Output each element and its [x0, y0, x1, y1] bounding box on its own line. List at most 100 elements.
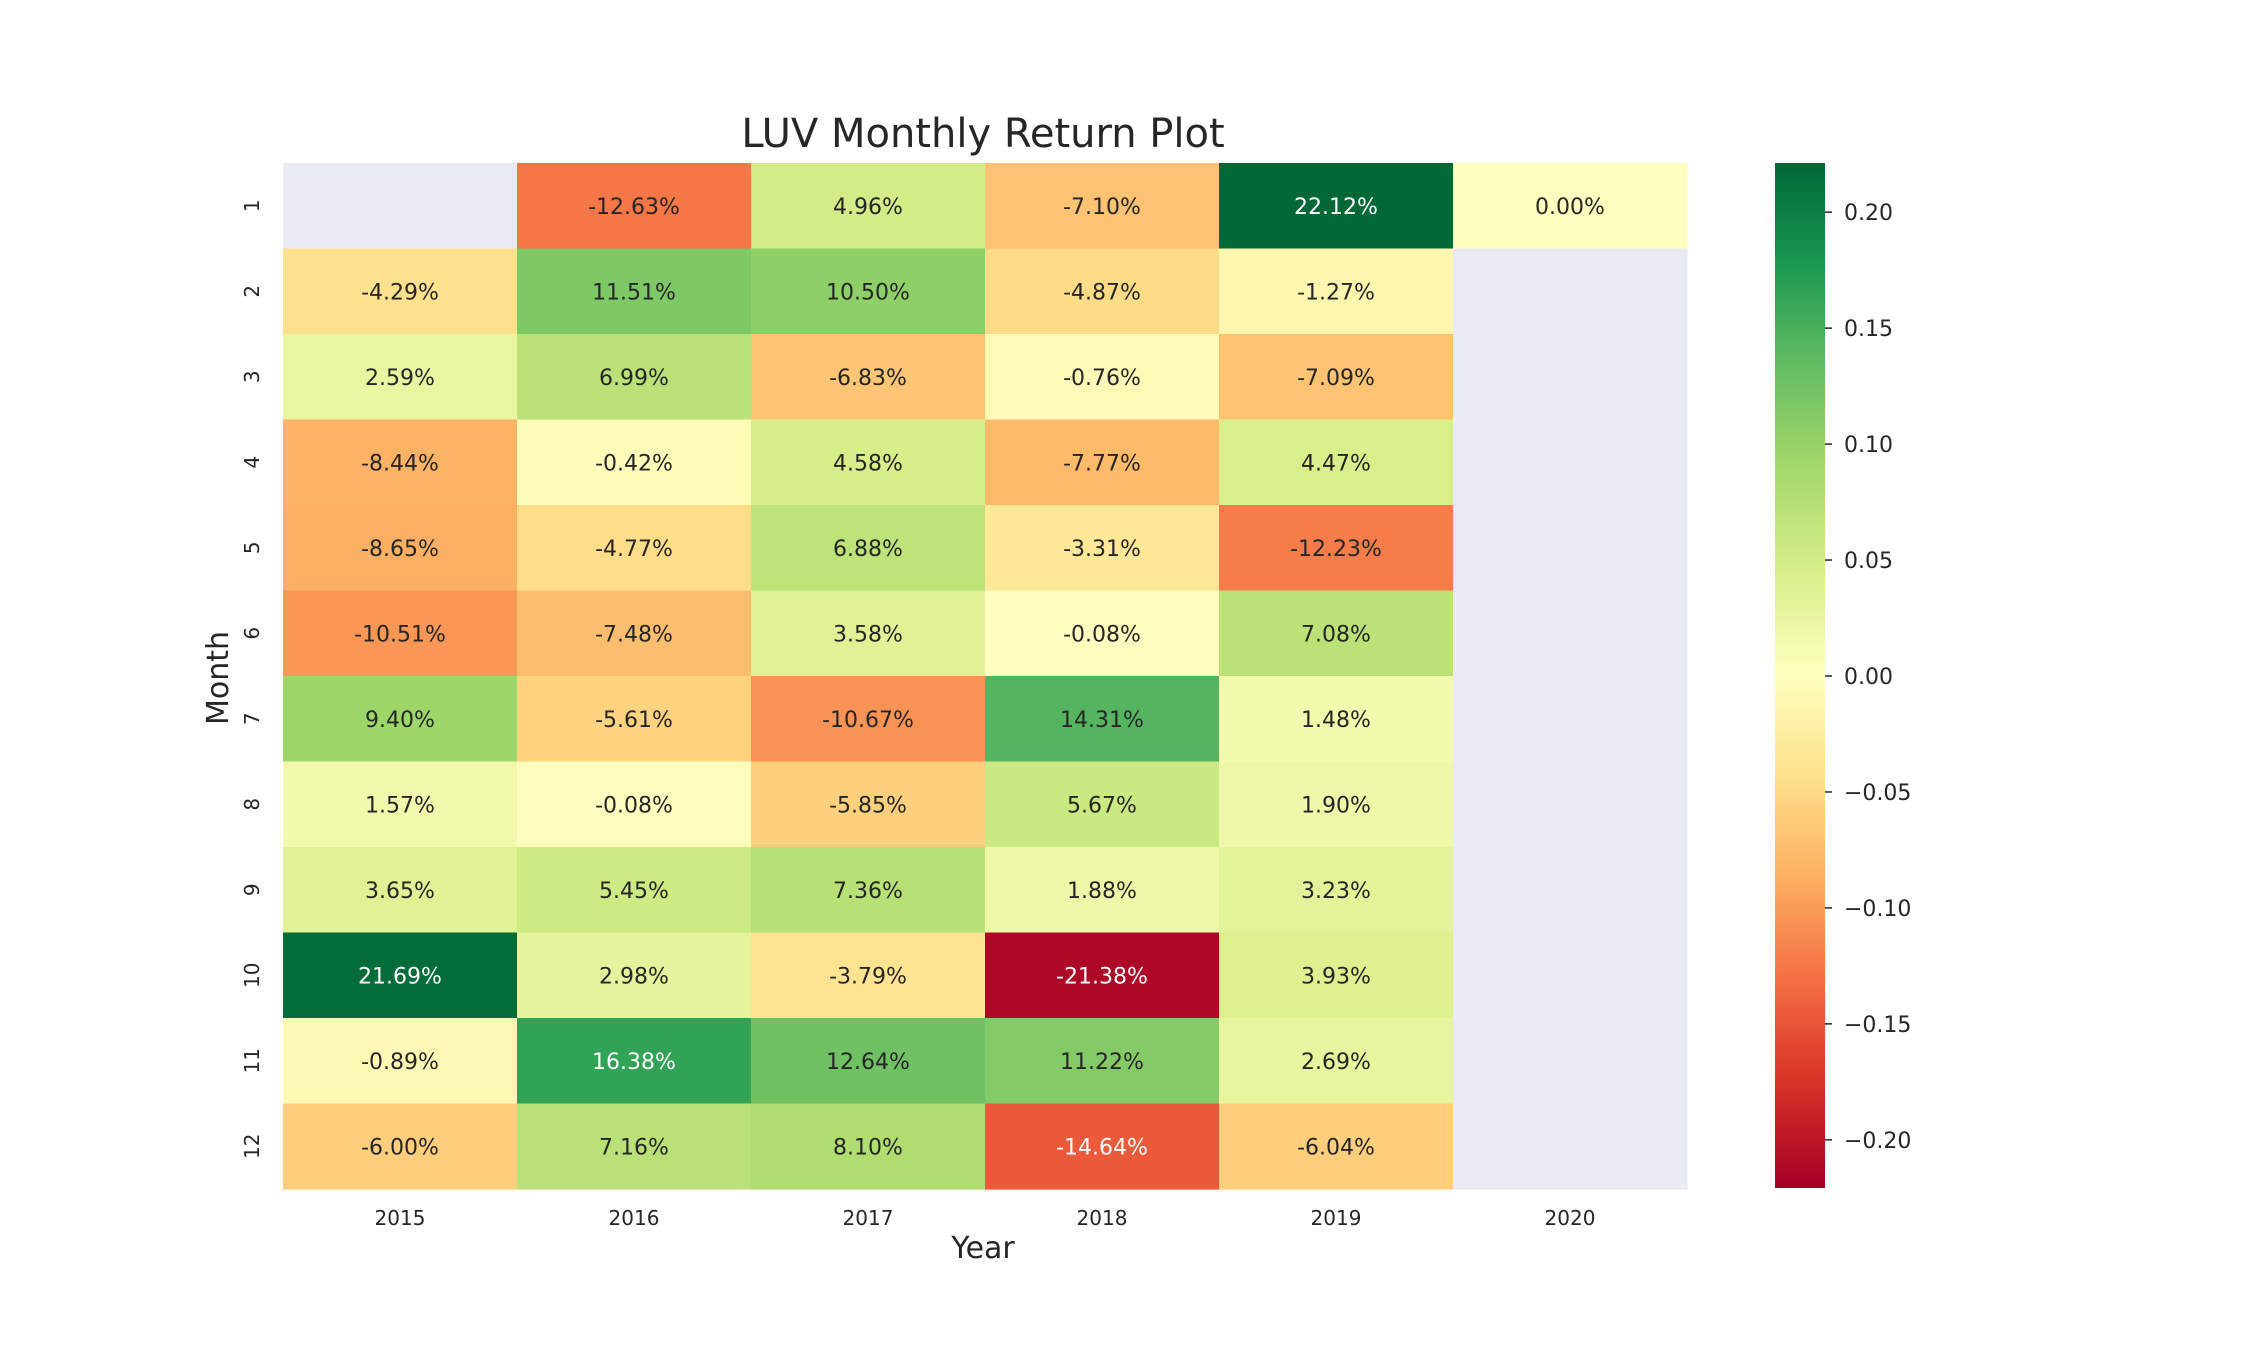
heatmap-cell — [283, 248, 518, 335]
heatmap-cell-empty — [1453, 847, 1688, 934]
heatmap-cell — [517, 248, 752, 335]
heatmap-cell-label: 1.57% — [365, 793, 435, 818]
heatmap-cell — [1219, 932, 1454, 1019]
heatmap-cell-label: 3.23% — [1301, 879, 1371, 904]
heatmap-cell — [517, 334, 752, 421]
heatmap-cell — [751, 676, 986, 763]
heatmap-cell-label: -3.79% — [829, 964, 907, 989]
heatmap-cell — [517, 847, 752, 934]
heatmap-cell — [751, 505, 986, 592]
heatmap-cell-empty — [1453, 1018, 1688, 1105]
heatmap-cell-empty — [283, 163, 518, 250]
heatmap-cell — [751, 1018, 986, 1105]
heatmap-cell — [283, 761, 518, 848]
heatmap-cell-label: 4.96% — [833, 195, 903, 220]
heatmap-cell — [985, 932, 1220, 1019]
heatmap-cell-label: -0.08% — [595, 793, 673, 818]
colorbar-tick-label: −0.20 — [1844, 1129, 1911, 1154]
heatmap-cell — [1219, 847, 1454, 934]
colorbar: −0.20 −0.15 −0.10 −0.05 0.00 0.05 0.10 0.15 0.20 — [1775, 163, 1911, 1188]
heatmap-cell-label: 7.16% — [599, 1135, 669, 1160]
colorbar-tick-label: −0.10 — [1844, 897, 1911, 922]
heatmap-cell-empty — [1453, 932, 1688, 1019]
heatmap-cell — [283, 505, 518, 592]
colorbar-tick-label: 0.10 — [1844, 433, 1893, 458]
heatmap-cell-label: -6.04% — [1297, 1135, 1375, 1160]
heatmap-cell-empty — [1453, 676, 1688, 763]
heatmap-cell-label: 10.50% — [826, 280, 910, 305]
heatmap-cell-empty — [1453, 505, 1688, 592]
heatmap-cell-label: -7.77% — [1063, 451, 1141, 476]
heatmap-cell-label: 4.47% — [1301, 451, 1371, 476]
heatmap-cell — [517, 419, 752, 506]
heatmap-cell-label: 5.67% — [1067, 793, 1137, 818]
y-tick-label: 11 — [240, 1048, 264, 1073]
heatmap-cell-label: 6.88% — [833, 537, 903, 562]
heatmap-cell — [517, 505, 752, 592]
y-tick-label: 9 — [240, 883, 264, 896]
heatmap-cell-label: 1.88% — [1067, 879, 1137, 904]
heatmap-cell-label: 2.69% — [1301, 1050, 1371, 1075]
heatmap-cell-label: -12.23% — [1290, 537, 1382, 562]
heatmap-cell — [517, 590, 752, 677]
heatmap-cell-label: 3.93% — [1301, 964, 1371, 989]
colorbar-gradient-bar — [1775, 163, 1825, 1188]
heatmap-cell-label: 12.64% — [826, 1050, 910, 1075]
colorbar-tick-label: 0.20 — [1844, 201, 1893, 226]
heatmap-cell-label: -8.44% — [361, 451, 439, 476]
y-tick-label: 4 — [240, 456, 264, 469]
heatmap-cell-label: -14.64% — [1056, 1135, 1148, 1160]
heatmap-cell — [985, 419, 1220, 506]
heatmap-cell — [517, 932, 752, 1019]
heatmap-cell-label: 16.38% — [592, 1050, 676, 1075]
x-tick-labels: 2015 2016 2017 2018 2019 2020 — [375, 1206, 1596, 1230]
heatmap-cell — [985, 590, 1220, 677]
heatmap-cell — [283, 334, 518, 421]
heatmap-cell — [751, 334, 986, 421]
heatmap-cell — [751, 163, 986, 250]
heatmap-cell-label: -5.61% — [595, 708, 673, 733]
colorbar-tick-label: 0.00 — [1844, 665, 1893, 690]
y-tick-label: 6 — [240, 627, 264, 640]
heatmap-cell — [517, 761, 752, 848]
heatmap-cell-label: 2.59% — [365, 366, 435, 391]
heatmap-cell-label: -7.10% — [1063, 195, 1141, 220]
heatmap-cell-label: 8.10% — [833, 1135, 903, 1160]
heatmap-cell — [283, 847, 518, 934]
heatmap-cell-label: -21.38% — [1056, 964, 1148, 989]
heatmap-cell — [751, 248, 986, 335]
heatmap-cell — [985, 163, 1220, 250]
heatmap-cell-label: 14.31% — [1060, 708, 1144, 733]
heatmap-cell — [751, 761, 986, 848]
heatmap-cell — [517, 676, 752, 763]
heatmap-cell-label: -6.00% — [361, 1135, 439, 1160]
y-tick-label: 2 — [240, 285, 264, 298]
heatmap-cell — [751, 590, 986, 677]
heatmap-cell-label: 3.58% — [833, 622, 903, 647]
heatmap-cell-label: -8.65% — [361, 537, 439, 562]
x-tick-label: 2018 — [1077, 1206, 1128, 1230]
y-tick-label: 3 — [240, 370, 264, 383]
x-tick-label: 2016 — [609, 1206, 660, 1230]
heatmap-cell — [1219, 419, 1454, 506]
y-tick-label: 5 — [240, 541, 264, 554]
heatmap-cell — [1219, 505, 1454, 592]
heatmap-cell-label: -5.85% — [829, 793, 907, 818]
y-tick-label: 12 — [240, 1134, 264, 1159]
heatmap-cell-label: 1.48% — [1301, 708, 1371, 733]
heatmap-cell — [1219, 590, 1454, 677]
heatmap-cell-label: -6.83% — [829, 366, 907, 391]
y-tick-label: 7 — [240, 712, 264, 725]
heatmap-cell-label: 6.99% — [599, 366, 669, 391]
heatmap-cell-label: -0.76% — [1063, 366, 1141, 391]
heatmap-cell-empty — [1453, 761, 1688, 848]
heatmap-cell-label: 11.51% — [592, 280, 676, 305]
heatmap-cell — [1453, 163, 1688, 250]
heatmap-cell-label: -4.87% — [1063, 280, 1141, 305]
heatmap-cell-label: -12.63% — [588, 195, 680, 220]
y-tick-label: 10 — [240, 963, 264, 988]
colorbar-tick-label: 0.05 — [1844, 549, 1893, 574]
heatmap-cell — [283, 419, 518, 506]
